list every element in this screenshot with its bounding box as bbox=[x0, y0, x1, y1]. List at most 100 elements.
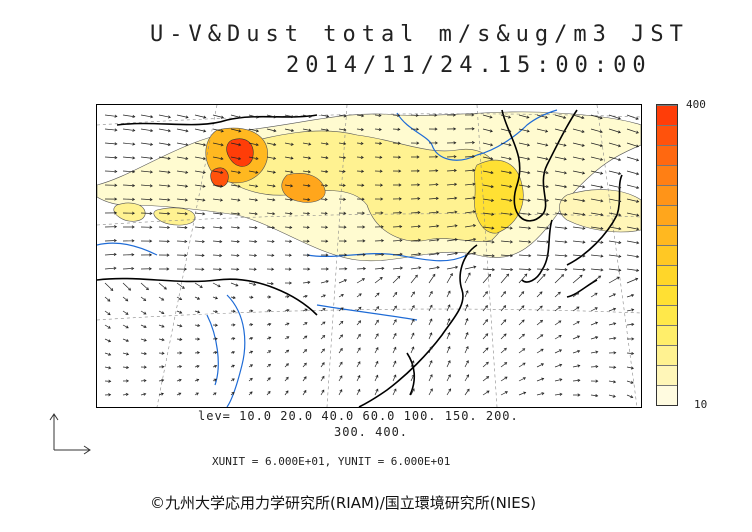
colorbar-segment bbox=[657, 305, 677, 325]
wind-arrow-head bbox=[143, 379, 147, 383]
wind-arrow-head bbox=[132, 142, 136, 146]
dust-concentration-layer bbox=[97, 111, 641, 262]
wind-arrow-head bbox=[541, 392, 545, 396]
wind-arrow-head bbox=[307, 267, 311, 271]
wind-arrow-head bbox=[618, 158, 622, 162]
wind-arrow-head bbox=[617, 130, 621, 134]
wind-arrow-head bbox=[166, 267, 170, 271]
wind-arrow-head bbox=[447, 304, 451, 308]
wind-arrow-head bbox=[466, 388, 470, 392]
wind-arrow-head bbox=[219, 226, 223, 230]
wind-arrow bbox=[356, 306, 362, 312]
wind-arrow bbox=[302, 335, 308, 340]
wind-arrow bbox=[158, 393, 164, 396]
wind-arrow bbox=[608, 380, 616, 383]
wind-arrow-head bbox=[613, 351, 617, 355]
dust-area-small-west-2 bbox=[153, 207, 196, 226]
wind-arrow bbox=[536, 254, 549, 257]
wind-arrow bbox=[392, 114, 400, 116]
wind-arrow-head bbox=[340, 334, 343, 338]
wind-arrow bbox=[590, 212, 603, 216]
wind-arrow-head bbox=[249, 391, 253, 395]
wind-arrow bbox=[590, 322, 598, 326]
wind-arrow-head bbox=[527, 171, 531, 175]
wind-arrow bbox=[500, 170, 512, 174]
wind-arrow-head bbox=[595, 379, 599, 383]
wind-arrow-head bbox=[286, 295, 290, 299]
wind-arrow bbox=[428, 346, 432, 354]
wind-arrow-head bbox=[559, 378, 563, 382]
wind-arrow-head bbox=[397, 141, 401, 145]
wind-arrow bbox=[248, 184, 258, 187]
wind-arrow bbox=[158, 226, 170, 228]
wind-arrow-head bbox=[149, 170, 153, 174]
wind-arrow bbox=[104, 114, 117, 117]
wind-arrow-head bbox=[163, 286, 167, 290]
wind-arrow bbox=[572, 321, 580, 326]
wind-arrow-head bbox=[618, 213, 622, 217]
wind-arrow-head bbox=[339, 389, 343, 393]
wind-arrow-head bbox=[488, 273, 492, 277]
chart-title: U-V&Dust total m/s&ug/m3 JST bbox=[150, 22, 689, 47]
wind-arrow-head bbox=[167, 129, 171, 133]
wind-arrow bbox=[122, 184, 135, 186]
wind-arrow bbox=[464, 388, 470, 396]
wind-arrow bbox=[356, 293, 362, 298]
wind-arrow-head bbox=[379, 169, 383, 173]
wind-arrow-head bbox=[220, 157, 224, 161]
wind-arrow bbox=[338, 375, 343, 382]
wind-arrow-head bbox=[631, 308, 635, 312]
wind-arrow bbox=[500, 376, 508, 382]
wind-arrow-head bbox=[546, 212, 550, 216]
wind-arrow bbox=[536, 128, 548, 132]
wind-arrow-head bbox=[307, 211, 311, 215]
wind-arrow-head bbox=[218, 267, 222, 271]
wind-arrow-head bbox=[393, 346, 397, 350]
wind-arrow-head bbox=[613, 380, 617, 384]
wind-arrow-head bbox=[237, 198, 241, 202]
wind-arrow bbox=[176, 114, 189, 118]
wind-arrow-head bbox=[308, 114, 312, 118]
wind-arrow-head bbox=[202, 198, 206, 202]
wind-arrow bbox=[266, 212, 275, 215]
wind-arrow-head bbox=[114, 114, 118, 118]
wind-arrow-head bbox=[436, 238, 440, 242]
wind-arrow-head bbox=[581, 129, 585, 133]
wind-arrow-head bbox=[167, 212, 171, 216]
wind-arrow bbox=[554, 393, 562, 396]
wind-arrow bbox=[446, 211, 457, 214]
wind-arrow-head bbox=[286, 322, 290, 326]
wind-arrow-head bbox=[447, 290, 451, 294]
wind-arrow-head bbox=[255, 156, 259, 160]
wind-arrow bbox=[248, 156, 259, 160]
wind-arrow bbox=[608, 198, 621, 202]
wind-arrow-head bbox=[528, 254, 532, 258]
wind-arrow-head bbox=[213, 392, 217, 396]
wind-arrow-head bbox=[466, 374, 470, 378]
wind-arrow bbox=[590, 336, 598, 340]
wind-arrow bbox=[572, 170, 585, 174]
wind-arrow-head bbox=[509, 226, 513, 230]
wind-arrow bbox=[464, 169, 475, 172]
wind-arrow-head bbox=[485, 291, 488, 295]
wind-arrow bbox=[572, 142, 585, 147]
wind-arrow bbox=[554, 170, 567, 174]
wind-arrow bbox=[176, 198, 188, 201]
wind-arrow bbox=[302, 128, 311, 131]
wind-arrow bbox=[572, 335, 580, 340]
wind-arrow-head bbox=[490, 198, 495, 202]
wind-arrow-head bbox=[361, 211, 365, 215]
wind-arrow bbox=[302, 156, 311, 159]
wind-arrow bbox=[122, 142, 135, 145]
wind-arrow-head bbox=[254, 226, 258, 230]
wind-arrow-head bbox=[238, 156, 242, 161]
wind-arrow-head bbox=[268, 336, 272, 340]
wind-arrow-head bbox=[600, 213, 604, 217]
wind-arrow-head bbox=[342, 169, 346, 173]
wind-arrow-head bbox=[362, 225, 366, 229]
wind-arrow-head bbox=[232, 337, 236, 341]
map-panel bbox=[96, 104, 642, 408]
wind-arrow-head bbox=[563, 157, 567, 161]
wind-arrow-head bbox=[398, 197, 402, 201]
wind-arrow bbox=[518, 333, 525, 340]
